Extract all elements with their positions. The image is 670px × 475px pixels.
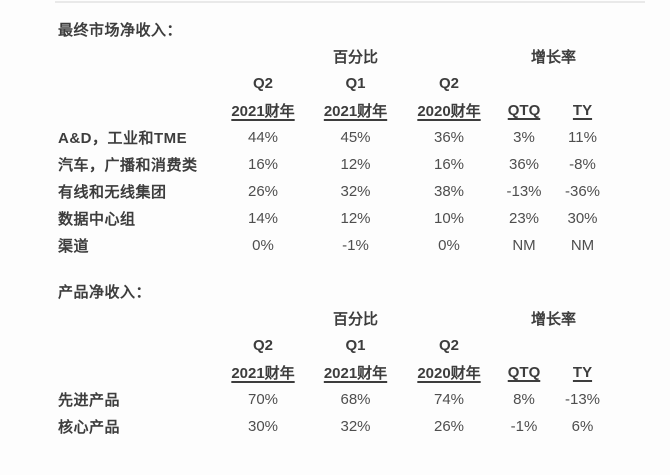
cell-value: 16% xyxy=(433,156,465,173)
quarter-header: Q2 xyxy=(252,337,273,354)
cell-value: -13% xyxy=(564,391,601,408)
period-header-text: 2020财年 xyxy=(417,365,481,382)
cell-value: -1% xyxy=(342,237,369,254)
row-label: 核心产品 xyxy=(58,419,121,436)
cell-value: 32% xyxy=(340,418,371,435)
cell-value: 23% xyxy=(508,210,540,227)
period-header: 2021财年 xyxy=(218,362,308,383)
quarter-header: Q1 xyxy=(345,75,366,92)
period-header: 2021财年 xyxy=(308,100,403,121)
period-header-text: 2021财年 xyxy=(231,365,295,382)
table-row: A&D，工业和TME 44% 45% 36% 3% 11% xyxy=(58,124,670,151)
period-header: QTQ xyxy=(495,364,553,381)
cell-value: 44% xyxy=(247,129,279,146)
table-title-row: 产品净收入： xyxy=(58,278,670,305)
table-row: 有线和无线集团 26% 32% 38% -13% -36% xyxy=(58,178,670,205)
table-row: 先进产品 70% 68% 74% 8% -13% xyxy=(58,386,670,413)
quarter-header: Q1 xyxy=(345,337,366,354)
row-label: 渠道 xyxy=(58,238,90,255)
cell-value: 0% xyxy=(438,237,460,254)
cell-value: 26% xyxy=(433,418,465,435)
table-row: 数据中心组 14% 12% 10% 23% 30% xyxy=(58,205,670,232)
period-header-text: QTQ xyxy=(507,364,541,381)
row-label: 数据中心组 xyxy=(58,211,136,228)
cell-value: 45% xyxy=(340,129,371,146)
percentage-group-header: 百分比 xyxy=(332,49,378,66)
table-title: 产品净收入： xyxy=(58,284,152,301)
period-header: 2021财年 xyxy=(218,100,308,121)
table-row: 渠道 0% -1% 0% NM NM xyxy=(58,232,670,259)
cell-value: 30% xyxy=(567,210,598,227)
row-label: 汽车，广播和消费类 xyxy=(58,157,198,174)
cell-value: 74% xyxy=(433,391,465,408)
cell-value: -1% xyxy=(510,418,538,435)
quarter-header-row: Q2 Q1 Q2 xyxy=(58,332,670,359)
period-header-text: 2020财年 xyxy=(417,103,481,120)
cell-value: -8% xyxy=(569,156,596,173)
period-header: 2020财年 xyxy=(403,362,495,383)
period-header-text: TY xyxy=(572,102,593,119)
period-header-text: 2021财年 xyxy=(231,103,295,120)
cell-value: -36% xyxy=(564,183,601,200)
cell-value: -13% xyxy=(506,183,542,200)
period-header-text: 2021财年 xyxy=(323,103,388,120)
cell-value: 36% xyxy=(508,156,540,173)
period-header: QTQ xyxy=(495,102,553,119)
period-header-text: TY xyxy=(572,364,593,381)
product-revenue-table: 产品净收入： 百分比 增长率 Q2 Q1 Q2 2021财年 2021财年 20… xyxy=(58,278,670,440)
row-label: 有线和无线集团 xyxy=(58,184,167,201)
quarter-header: Q2 xyxy=(438,75,459,92)
row-label: A&D，工业和TME xyxy=(58,130,188,147)
cell-value: 36% xyxy=(433,129,465,146)
group-header-row: 百分比 增长率 xyxy=(58,43,670,70)
cell-value: 10% xyxy=(433,210,465,227)
table-row: 核心产品 30% 32% 26% -1% 6% xyxy=(58,413,670,440)
cell-value: 32% xyxy=(340,183,371,200)
cell-value: 68% xyxy=(340,391,371,408)
cell-value: 70% xyxy=(247,391,279,408)
quarter-header-row: Q2 Q1 Q2 xyxy=(58,70,670,97)
top-divider xyxy=(55,1,645,3)
cell-value: 3% xyxy=(513,129,535,146)
cell-value: 38% xyxy=(433,183,465,200)
period-header: TY xyxy=(553,102,612,119)
period-header-text: QTQ xyxy=(507,102,541,119)
cell-value: 14% xyxy=(247,210,279,227)
period-header-text: 2021财年 xyxy=(323,365,388,382)
cell-value: NM xyxy=(570,237,595,254)
row-label: 先进产品 xyxy=(58,392,121,409)
cell-value: 6% xyxy=(571,418,594,435)
period-header-row: 2021财年 2021财年 2020财年 QTQ TY xyxy=(58,97,670,124)
quarter-header: Q2 xyxy=(252,75,273,92)
cell-value: 0% xyxy=(252,237,274,254)
growth-group-header: 增长率 xyxy=(530,49,576,66)
growth-group-header: 增长率 xyxy=(530,311,576,328)
table-row: 汽车，广播和消费类 16% 12% 16% 36% -8% xyxy=(58,151,670,178)
quarter-header: Q2 xyxy=(438,337,459,354)
cell-value: 12% xyxy=(340,156,371,173)
percentage-group-header: 百分比 xyxy=(332,311,378,328)
table-title: 最终市场净收入： xyxy=(58,22,183,39)
cell-value: 11% xyxy=(568,129,597,146)
cell-value: 26% xyxy=(247,183,279,200)
period-header: TY xyxy=(553,364,612,381)
cell-value: NM xyxy=(512,237,536,254)
cell-value: 30% xyxy=(247,418,279,435)
table-title-row: 最终市场净收入： xyxy=(58,16,670,43)
group-header-row: 百分比 增长率 xyxy=(58,305,670,332)
end-market-revenue-table: 最终市场净收入： 百分比 增长率 Q2 Q1 Q2 2021财年 2021财年 … xyxy=(58,16,670,259)
cell-value: 16% xyxy=(247,156,279,173)
period-header: 2020财年 xyxy=(403,100,495,121)
period-header-row: 2021财年 2021财年 2020财年 QTQ TY xyxy=(58,359,670,386)
period-header: 2021财年 xyxy=(308,362,403,383)
cell-value: 8% xyxy=(513,391,535,408)
cell-value: 12% xyxy=(340,210,371,227)
